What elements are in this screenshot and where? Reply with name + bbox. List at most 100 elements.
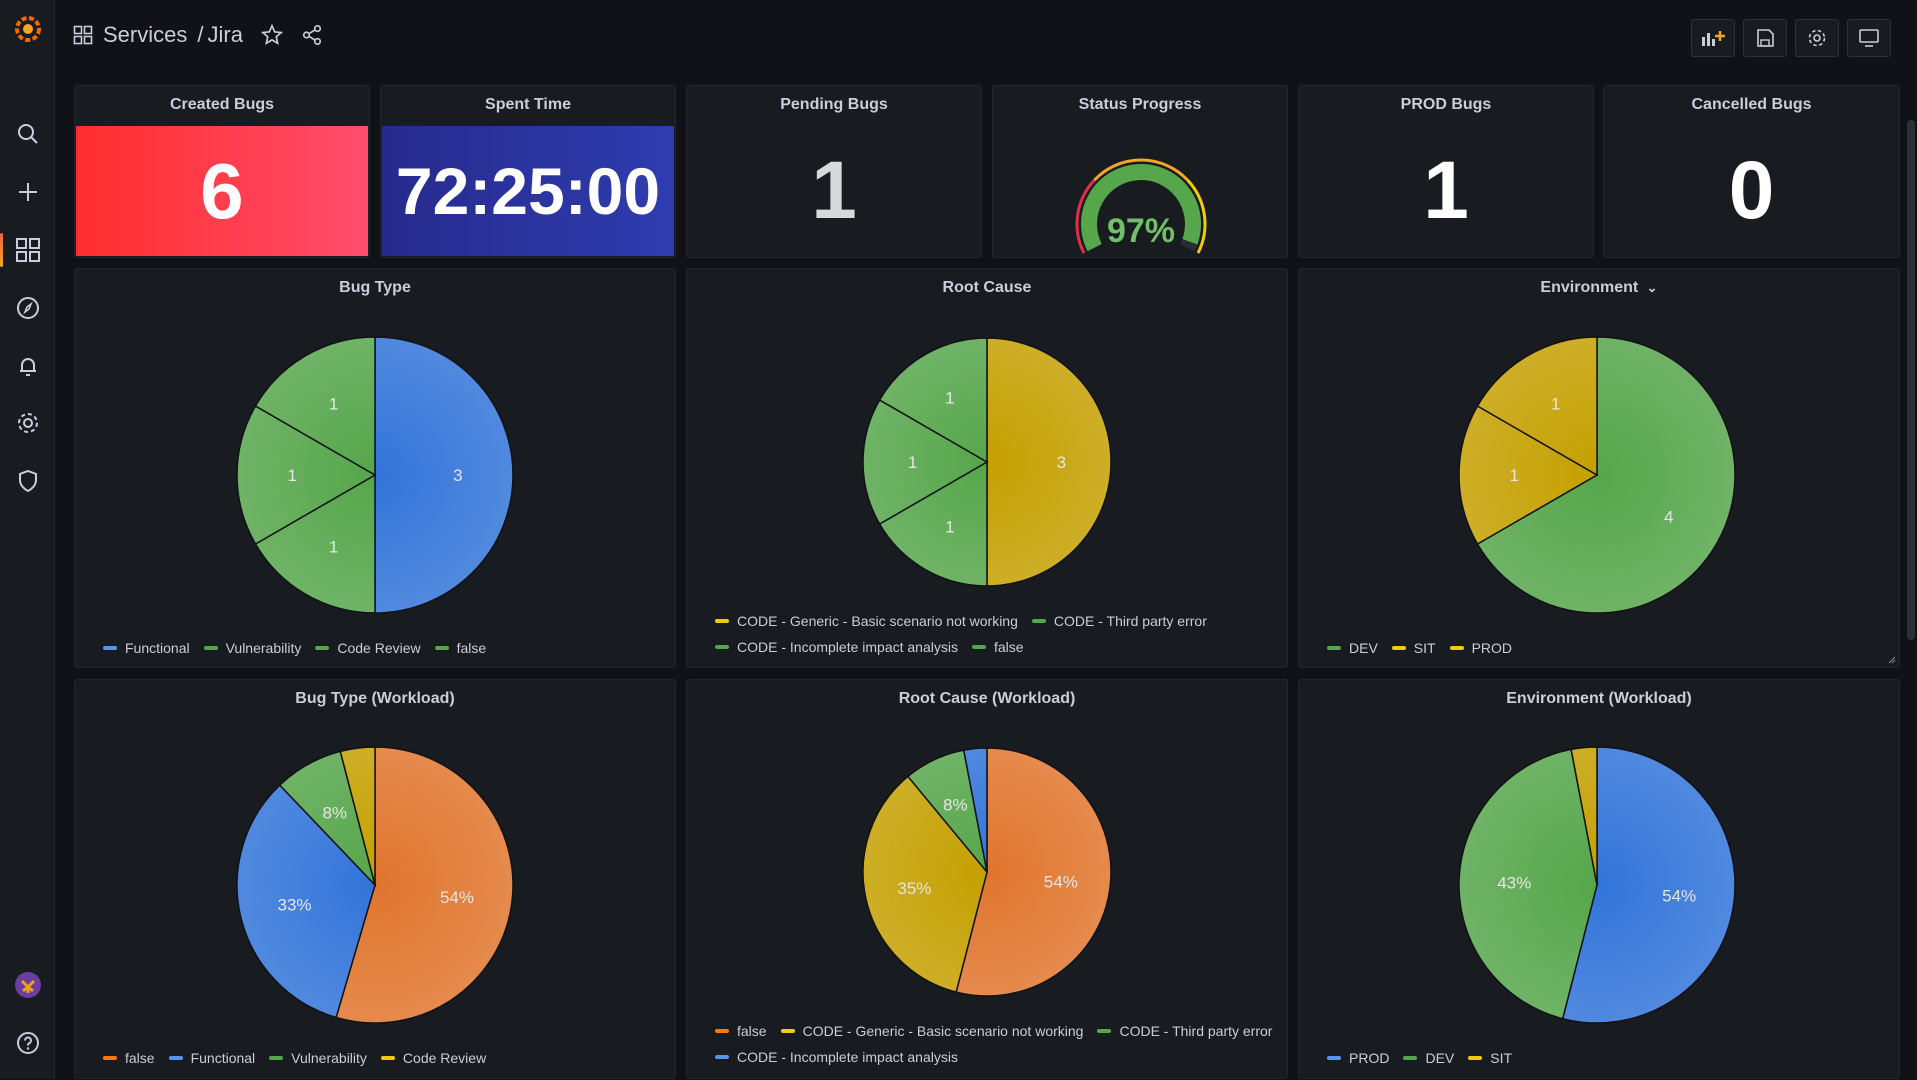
pie-slice-false[interactable] — [878, 337, 988, 464]
configuration-gear-icon[interactable] — [0, 398, 55, 448]
pie-slice-label: 1 — [329, 394, 338, 413]
page-scrollbar[interactable] — [1907, 120, 1915, 640]
star-icon[interactable] — [260, 24, 283, 46]
pie-slice-label: 33% — [278, 896, 312, 915]
gauge-panel-status-progress[interactable]: Status Progress 97% — [992, 85, 1288, 258]
legend-item[interactable]: false — [971, 639, 1024, 655]
pie-slice-false[interactable] — [254, 336, 376, 477]
panel-title: Environment ⌄ — [1299, 279, 1899, 297]
pie-slice-code-incomplete-impact-analysis[interactable] — [962, 747, 988, 873]
bug-type-pie-chart: 3 1 1 1 — [236, 336, 514, 614]
legend-swatch — [715, 1055, 729, 1059]
legend-item[interactable]: Vulnerability — [269, 1050, 367, 1066]
legend-label: CODE - Incomplete impact analysis — [737, 639, 958, 655]
pie-slice-functional[interactable] — [236, 784, 376, 1019]
pie-slice-code-review[interactable] — [339, 746, 376, 886]
stat-panel-created-bugs[interactable]: Created Bugs 6 — [74, 85, 370, 258]
pie-slice-label: 1 — [329, 538, 338, 557]
legend-item[interactable]: SIT — [1391, 640, 1436, 656]
legend-item[interactable]: false — [715, 1023, 767, 1039]
legend-item[interactable]: PROD — [1327, 1050, 1389, 1066]
chart-legend: Functional Vulnerability Code Review false — [103, 640, 663, 656]
pie-slice-false[interactable] — [335, 746, 514, 1024]
chart-legend: DEV SIT PROD — [1327, 640, 1887, 656]
help-icon[interactable] — [0, 1018, 55, 1068]
panel-title: Status Progress — [1078, 96, 1202, 113]
stat-panel-cancelled-bugs[interactable]: Cancelled Bugs 0 — [1603, 85, 1900, 258]
server-admin-shield-icon[interactable] — [0, 456, 55, 506]
dashboard-settings-button[interactable] — [1795, 19, 1839, 57]
legend-item[interactable]: CODE - Generic - Basic scenario not work… — [780, 1023, 1083, 1039]
pie-slice-dev[interactable] — [1476, 336, 1736, 614]
legend-swatch — [1403, 1056, 1418, 1060]
stat-panel-spent-time[interactable]: Spent Time 72:25:00 — [380, 85, 676, 258]
gear-icon — [1808, 29, 1826, 47]
legend-item[interactable]: CODE - Generic - Basic scenario not work… — [715, 613, 1018, 629]
gauge-threshold-yellow — [1186, 179, 1207, 254]
user-avatar[interactable] — [0, 960, 55, 1010]
legend-item[interactable]: CODE - Incomplete impact analysis — [715, 639, 958, 655]
legend-label: PROD — [1471, 640, 1513, 656]
panel-title: Environment (Workload) — [1506, 690, 1692, 707]
legend-swatch — [1327, 646, 1341, 650]
legend-item[interactable]: Code Review — [380, 1050, 486, 1066]
breadcrumb-folder[interactable]: Services — [103, 22, 188, 47]
pie-slice-prod[interactable] — [1561, 746, 1736, 1024]
pie-panel-bug-type-workload[interactable]: Bug Type (Workload) 54% 33% 8% false Functi… — [74, 679, 676, 1079]
legend-item[interactable]: Vulnerability — [203, 640, 301, 656]
cycle-view-mode-button[interactable] — [1847, 19, 1891, 57]
legend-item[interactable]: Functional — [168, 1050, 255, 1066]
pie-slice-vulnerability[interactable] — [236, 404, 377, 546]
pie-slice-dev[interactable] — [1458, 748, 1598, 1020]
legend-item[interactable]: CODE - Third party error — [1031, 613, 1207, 629]
pie-panel-environment[interactable]: Environment ⌄ 4 1 1 DEV SIT PROD — [1298, 268, 1900, 668]
pie-slice-code-incomplete-impact-analysis[interactable] — [862, 398, 989, 526]
panel-title: Root Cause (Workload) — [898, 690, 1076, 707]
pie-slice-label: 54% — [440, 888, 474, 907]
search-icon[interactable] — [0, 109, 55, 159]
dashboards-icon[interactable] — [0, 225, 55, 275]
legend-swatch — [103, 1056, 117, 1060]
legend-label: CODE - Incomplete impact analysis — [737, 1049, 958, 1065]
stat-panel-prod-bugs[interactable]: PROD Bugs 1 — [1298, 85, 1594, 258]
panel-title: Bug Type (Workload) — [295, 690, 455, 707]
share-icon[interactable] — [301, 24, 323, 46]
legend-label: CODE - Third party error — [1053, 613, 1207, 629]
pie-panel-bug-type[interactable]: Bug Type 3 1 1 1 Functional Vulnerability Cod… — [74, 268, 676, 668]
pie-slice-label: 1 — [1551, 394, 1560, 413]
legend-item[interactable]: SIT — [1468, 1050, 1512, 1066]
legend-item[interactable]: Functional — [103, 640, 190, 656]
legend-item[interactable]: DEV — [1327, 640, 1378, 656]
legend-item[interactable]: false — [103, 1050, 155, 1066]
legend-swatch — [315, 646, 330, 650]
save-dashboard-button[interactable] — [1743, 19, 1787, 57]
legend-item[interactable]: Code Review — [315, 640, 421, 656]
pie-slice-sit[interactable] — [1570, 746, 1598, 886]
stat-panel-pending-bugs[interactable]: Pending Bugs 1 — [686, 85, 982, 258]
explore-compass-icon[interactable] — [0, 283, 55, 333]
pie-slice-code-review[interactable] — [254, 473, 376, 614]
alerting-bell-icon[interactable] — [0, 341, 55, 391]
pie-panel-environment-workload[interactable]: Environment (Workload) 54% 43% PROD DEV SIT — [1298, 679, 1900, 1079]
pie-slice-code-generic-basic-scenario-not-working[interactable] — [986, 337, 1112, 587]
pie-slice-sit[interactable] — [1458, 404, 1599, 546]
pie-slice-false[interactable] — [955, 747, 1112, 997]
legend-item[interactable]: PROD — [1449, 640, 1513, 656]
plus-icon[interactable] — [0, 167, 55, 217]
pie-panel-root-cause[interactable]: Root Cause 3 1 1 1 CODE - Generic - Basic s… — [686, 268, 1288, 668]
pie-slice-functional[interactable] — [374, 336, 514, 614]
panel-menu-chevron-icon[interactable]: ⌄ — [1646, 280, 1658, 295]
pie-slice-code-generic-basic-scenario-not-working[interactable] — [862, 775, 988, 994]
legend-item[interactable]: false — [434, 640, 486, 656]
grafana-logo-icon[interactable] — [0, 4, 55, 54]
breadcrumb-dashboard-title[interactable]: Jira — [207, 22, 243, 47]
legend-item[interactable]: CODE - Third party error — [1097, 1023, 1272, 1039]
pie-panel-root-cause-workload[interactable]: Root Cause (Workload) 54% 35% 8% false CODE… — [686, 679, 1288, 1079]
pie-slice-prod[interactable] — [1476, 336, 1598, 477]
pie-slice-label: 3 — [1057, 453, 1066, 472]
pie-slice-code-third-party-error[interactable] — [878, 460, 988, 587]
legend-item[interactable]: DEV — [1403, 1050, 1454, 1066]
resize-handle-icon[interactable] — [1888, 656, 1896, 664]
legend-item[interactable]: CODE - Incomplete impact analysis — [715, 1049, 958, 1065]
add-panel-button[interactable] — [1691, 19, 1735, 57]
